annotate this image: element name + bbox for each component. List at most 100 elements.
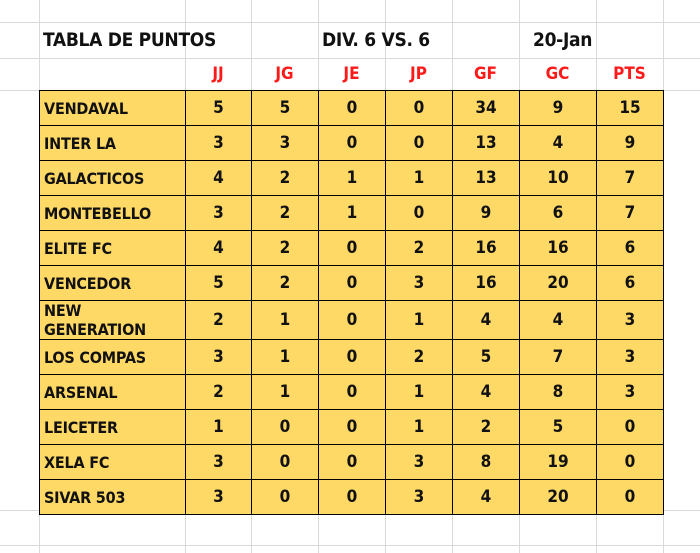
team-name-cell[interactable]: VENCEDOR <box>39 265 186 301</box>
pts-cell[interactable]: 0 <box>596 444 664 480</box>
gf-cell[interactable]: 4 <box>452 479 520 515</box>
gc-cell[interactable]: 6 <box>519 195 597 231</box>
pts-cell[interactable]: 3 <box>596 339 664 375</box>
gf-cell[interactable]: 16 <box>452 230 520 266</box>
jg-cell[interactable]: 5 <box>251 90 319 126</box>
jp-cell[interactable]: 1 <box>385 374 453 410</box>
gc-cell[interactable]: 4 <box>519 125 597 161</box>
jp-cell[interactable]: 2 <box>385 339 453 375</box>
gf-cell[interactable]: 4 <box>452 374 520 410</box>
jg-cell[interactable]: 2 <box>251 230 319 266</box>
team-name-cell[interactable]: NEW GENERATION <box>39 300 186 340</box>
team-name-cell[interactable]: LEICETER <box>39 409 186 445</box>
je-cell[interactable]: 0 <box>318 230 386 266</box>
gc-cell[interactable]: 10 <box>519 160 597 196</box>
pts-cell[interactable]: 7 <box>596 195 664 231</box>
pts-cell[interactable]: 3 <box>596 300 664 340</box>
pts-cell[interactable]: 6 <box>596 265 664 301</box>
pts-cell[interactable]: 15 <box>596 90 664 126</box>
pts-cell[interactable]: 0 <box>596 479 664 515</box>
team-name-cell[interactable]: MONTEBELLO <box>39 195 186 231</box>
table-row: XELA FC 3 0 0 3 8 19 0 <box>39 444 664 480</box>
je-cell[interactable]: 0 <box>318 300 386 340</box>
team-name-cell[interactable]: ELITE FC <box>39 230 186 266</box>
gf-cell[interactable]: 2 <box>452 409 520 445</box>
jj-cell[interactable]: 3 <box>185 195 252 231</box>
jj-cell[interactable]: 5 <box>185 265 252 301</box>
je-cell[interactable]: 0 <box>318 265 386 301</box>
jp-cell[interactable]: 1 <box>385 160 453 196</box>
jp-cell[interactable]: 1 <box>385 300 453 340</box>
team-name-cell[interactable]: VENDAVAL <box>39 90 186 126</box>
table-row: GALACTICOS 4 2 1 1 13 10 7 <box>39 160 664 196</box>
gc-cell[interactable]: 5 <box>519 409 597 445</box>
jj-cell[interactable]: 5 <box>185 90 252 126</box>
je-cell[interactable]: 0 <box>318 479 386 515</box>
gf-cell[interactable]: 16 <box>452 265 520 301</box>
pts-cell[interactable]: 9 <box>596 125 664 161</box>
jj-cell[interactable]: 4 <box>185 160 252 196</box>
jg-cell[interactable]: 0 <box>251 444 319 480</box>
jg-cell[interactable]: 1 <box>251 300 319 340</box>
je-cell[interactable]: 0 <box>318 90 386 126</box>
je-cell[interactable]: 1 <box>318 195 386 231</box>
jg-cell[interactable]: 2 <box>251 265 319 301</box>
gf-cell[interactable]: 13 <box>452 125 520 161</box>
je-cell[interactable]: 1 <box>318 160 386 196</box>
jj-cell[interactable]: 3 <box>185 479 252 515</box>
jp-cell[interactable]: 1 <box>385 409 453 445</box>
jg-cell[interactable]: 3 <box>251 125 319 161</box>
gc-cell[interactable]: 20 <box>519 265 597 301</box>
gf-cell[interactable]: 13 <box>452 160 520 196</box>
jj-cell[interactable]: 2 <box>185 300 252 340</box>
jg-cell[interactable]: 1 <box>251 339 319 375</box>
je-cell[interactable]: 0 <box>318 125 386 161</box>
gc-cell[interactable]: 7 <box>519 339 597 375</box>
gc-cell[interactable]: 8 <box>519 374 597 410</box>
jp-cell[interactable]: 0 <box>385 125 453 161</box>
team-name-cell[interactable]: SIVAR 503 <box>39 479 186 515</box>
jp-cell[interactable]: 0 <box>385 195 453 231</box>
jj-cell[interactable]: 1 <box>185 409 252 445</box>
gc-cell[interactable]: 19 <box>519 444 597 480</box>
je-cell[interactable]: 0 <box>318 374 386 410</box>
gf-cell[interactable]: 4 <box>452 300 520 340</box>
team-name-cell[interactable]: INTER LA <box>39 125 186 161</box>
jg-cell[interactable]: 2 <box>251 195 319 231</box>
gc-cell[interactable]: 9 <box>519 90 597 126</box>
jp-cell[interactable]: 0 <box>385 90 453 126</box>
jj-cell[interactable]: 3 <box>185 444 252 480</box>
gf-cell[interactable]: 5 <box>452 339 520 375</box>
pts-cell[interactable]: 7 <box>596 160 664 196</box>
jp-cell[interactable]: 3 <box>385 479 453 515</box>
team-name-cell[interactable]: ARSENAL <box>39 374 186 410</box>
je-cell[interactable]: 0 <box>318 339 386 375</box>
gf-cell[interactable]: 34 <box>452 90 520 126</box>
gc-cell[interactable]: 4 <box>519 300 597 340</box>
team-name-cell[interactable]: LOS COMPAS <box>39 339 186 375</box>
pts-cell[interactable]: 0 <box>596 409 664 445</box>
jp-cell[interactable]: 3 <box>385 265 453 301</box>
pts-cell[interactable]: 3 <box>596 374 664 410</box>
team-name-cell[interactable]: XELA FC <box>39 444 186 480</box>
gf-cell[interactable]: 8 <box>452 444 520 480</box>
gc-cell[interactable]: 20 <box>519 479 597 515</box>
jj-cell[interactable]: 4 <box>185 230 252 266</box>
jj-cell[interactable]: 2 <box>185 374 252 410</box>
jp-cell[interactable]: 3 <box>385 444 453 480</box>
je-cell[interactable]: 0 <box>318 409 386 445</box>
jg-cell[interactable]: 1 <box>251 374 319 410</box>
pts-cell[interactable]: 6 <box>596 230 664 266</box>
je-cell[interactable]: 0 <box>318 444 386 480</box>
gc-cell[interactable]: 16 <box>519 230 597 266</box>
jg-cell[interactable]: 0 <box>251 409 319 445</box>
jp-cell[interactable]: 2 <box>385 230 453 266</box>
jj-cell[interactable]: 3 <box>185 339 252 375</box>
jg-cell[interactable]: 0 <box>251 479 319 515</box>
table-row: SIVAR 503 3 0 0 3 4 20 0 <box>39 479 664 515</box>
table-row: VENDAVAL 5 5 0 0 34 9 15 <box>39 90 664 126</box>
gf-cell[interactable]: 9 <box>452 195 520 231</box>
jg-cell[interactable]: 2 <box>251 160 319 196</box>
team-name-cell[interactable]: GALACTICOS <box>39 160 186 196</box>
jj-cell[interactable]: 3 <box>185 125 252 161</box>
